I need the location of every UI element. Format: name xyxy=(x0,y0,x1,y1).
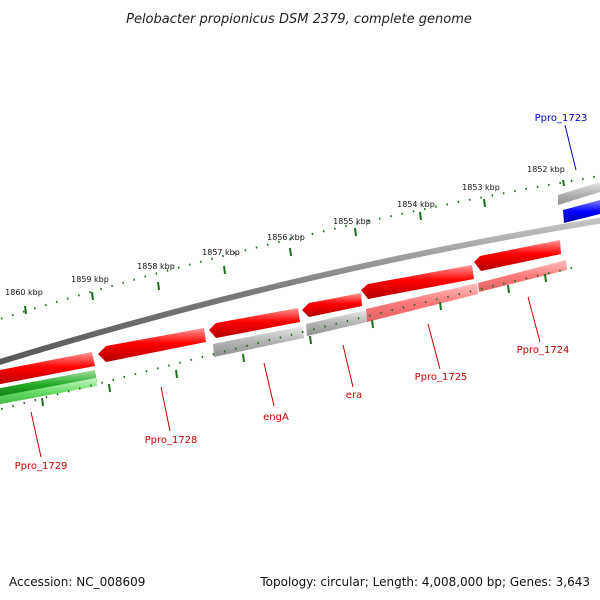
leader-ppro-1728 xyxy=(160,386,171,432)
inner-ruler-major-ticks xyxy=(41,273,547,407)
label-ppro-1728: Ppro_1728 xyxy=(145,435,198,446)
label-ppro-1725: Ppro_1725 xyxy=(415,372,468,383)
gene-era-forward xyxy=(302,293,362,317)
leader-ppro-1724 xyxy=(527,296,541,343)
forward-strand-genes xyxy=(0,240,561,385)
scale-label-1852: 1852 kbp xyxy=(527,165,565,174)
outer-ruler xyxy=(0,175,600,320)
genome-backbone xyxy=(0,217,600,365)
gene-left-forward xyxy=(0,352,95,385)
gene-ppro-1729-green xyxy=(0,370,97,399)
leader-ppro-1729 xyxy=(30,411,42,458)
gene-ppro-1729-lime xyxy=(0,378,97,405)
gene-ppro-1724-forward xyxy=(474,240,561,271)
label-ppro-1724: Ppro_1724 xyxy=(517,345,570,356)
genome-summary-text: Topology: circular; Length: 4,008,000 bp… xyxy=(259,575,590,589)
label-ppro-1723: Ppro_1723 xyxy=(535,113,588,124)
label-enga: engA xyxy=(263,412,289,423)
scale-labels: 1852 kbp 1853 kbp 1854 kbp 1855 kbp 1856… xyxy=(5,165,565,297)
scale-label-1859: 1859 kbp xyxy=(71,275,109,284)
leader-enga xyxy=(263,362,275,407)
gene-ppro-1724-reverse xyxy=(478,260,567,292)
scale-label-1855: 1855 kbp xyxy=(333,217,371,226)
outer-ruler-major-ticks xyxy=(24,179,565,315)
gene-enga-forward xyxy=(209,308,300,338)
scale-label-1857: 1857 kbp xyxy=(202,248,240,257)
gene-ppro-1725-forward xyxy=(361,265,474,299)
scale-label-1854: 1854 kbp xyxy=(397,200,435,209)
label-ppro-1729: Ppro_1729 xyxy=(15,461,68,472)
scale-label-1860: 1860 kbp xyxy=(5,288,43,297)
accession-text: Accession: NC_008609 xyxy=(9,575,145,589)
map-title: Pelobacter propionicus DSM 2379, complet… xyxy=(126,12,472,27)
gene-ppro-1728-forward xyxy=(98,328,206,362)
scale-label-1853: 1853 kbp xyxy=(462,183,500,192)
scale-label-1858: 1858 kbp xyxy=(137,262,175,271)
gene-ppro-1725-reverse xyxy=(366,283,478,322)
leader-ppro-1723 xyxy=(564,124,577,171)
gene-labels: Ppro_1723 Ppro_1724 Ppro_1725 era engA P… xyxy=(15,113,588,472)
scale-label-1856: 1856 kbp xyxy=(267,233,305,242)
leader-era xyxy=(342,344,354,388)
label-era: era xyxy=(346,390,362,401)
label-leaders xyxy=(30,124,577,458)
gene-gray-1722 xyxy=(558,182,600,205)
leader-ppro-1725 xyxy=(427,323,441,370)
gene-ppro-1723 xyxy=(563,200,600,223)
